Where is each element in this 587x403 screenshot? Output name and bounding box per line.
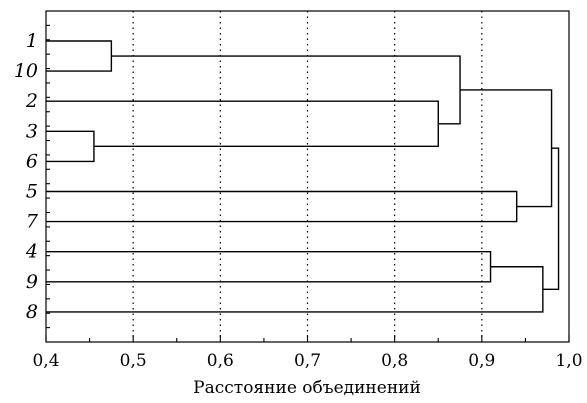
x-tick-label-2: 0,6 [207,351,234,371]
leaf-label-9: 9 [26,271,38,293]
x-tick-label-5: 0,9 [468,351,495,371]
leaf-label-7: 7 [26,211,39,233]
link-m_2_36 [46,100,439,148]
leaf-label-5: 5 [26,181,38,203]
x-tick-label-1: 0,5 [120,351,147,371]
leaf-label-1: 1 [26,30,38,52]
x-axis-title: Расстояние объединений [193,378,421,398]
link-m_root [542,147,560,291]
x-tick-label-6: 1,0 [555,351,582,371]
link-m_5_7 [46,190,518,223]
x-axis-ticks [45,24,570,342]
x-tick-label-4: 0,8 [381,351,408,371]
grid-layer [132,11,483,342]
link-m_110_236 [111,55,461,125]
leaf-labels: 1 10 2 3 6 5 7 4 9 8 [14,30,39,323]
leaf-label-8: 8 [26,301,38,323]
leaf-label-10: 10 [14,60,38,82]
leaf-label-4: 4 [25,241,38,263]
leaf-label-6: 6 [26,150,38,172]
leaf-label-2: 2 [25,90,38,112]
link-m_1_10 [46,40,113,72]
dendrogram-links [46,40,560,313]
link-m_A_57 [460,89,553,208]
x-tick-label-3: 0,7 [294,351,321,371]
link-m_3_6 [46,130,95,163]
leaf-label-3: 3 [26,120,38,142]
x-tick-labels: 0,4 0,5 0,6 0,7 0,8 0,9 1,0 [32,351,582,371]
link-m_4_9 [46,251,492,283]
link-m_49_8 [46,266,544,313]
x-tick-label-0: 0,4 [32,351,59,371]
